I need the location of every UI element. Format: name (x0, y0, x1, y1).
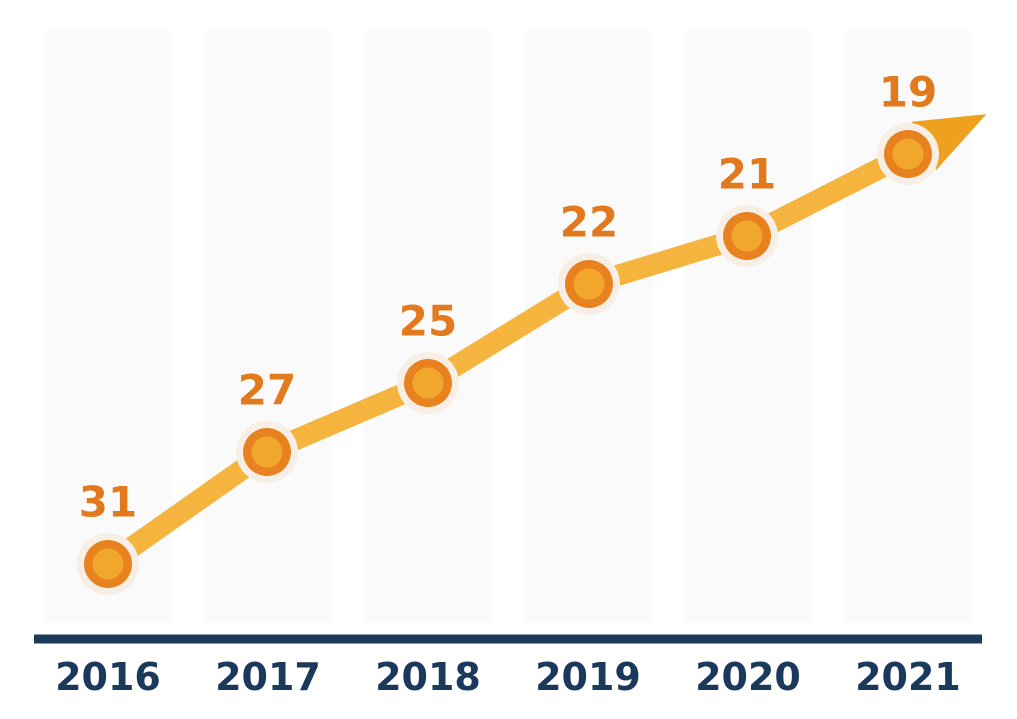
value-label: 21 (718, 150, 776, 199)
axis-layer (34, 634, 982, 644)
data-point-marker (558, 253, 620, 315)
year-label: 2020 (695, 655, 801, 699)
marker-fill (892, 138, 924, 170)
year-label: 2019 (535, 655, 641, 699)
x-axis-line (34, 634, 982, 644)
marker-fill (731, 220, 763, 252)
year-label: 2016 (55, 655, 161, 699)
value-label: 25 (399, 297, 457, 346)
value-label: 19 (879, 68, 937, 117)
year-band (524, 30, 652, 622)
marker-fill (92, 548, 124, 580)
year-band (684, 30, 812, 622)
year-label: 2017 (215, 655, 321, 699)
year-label: 2018 (375, 655, 481, 699)
data-point-marker (77, 533, 139, 595)
labels-layer: 31 27 25 22 21 19 2016 2017 2018 2019 2020 2021 (55, 68, 961, 700)
data-point-marker (716, 205, 778, 267)
marker-fill (573, 268, 605, 300)
marker-fill (412, 367, 444, 399)
year-label: 2021 (855, 655, 961, 699)
value-label: 27 (238, 366, 296, 415)
year-bands-layer (44, 30, 972, 622)
value-label: 31 (79, 478, 137, 527)
value-label: 22 (560, 198, 618, 247)
series-layer (77, 114, 987, 595)
data-point-marker (236, 421, 298, 483)
data-point-marker (877, 123, 939, 185)
data-point-marker (397, 352, 459, 414)
year-band (204, 30, 332, 622)
marker-fill (251, 436, 283, 468)
year-band (364, 30, 492, 622)
